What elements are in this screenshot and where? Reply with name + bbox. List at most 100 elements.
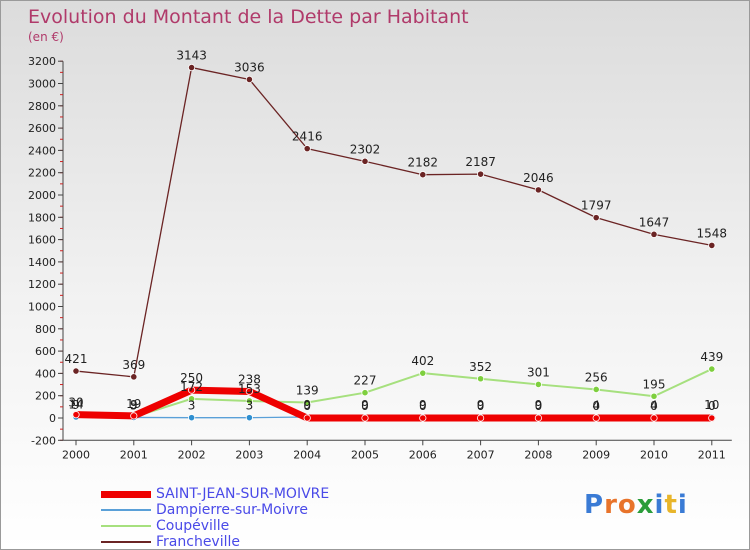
y-tick-label: 200 [35, 390, 56, 403]
x-tick-label: 2002 [178, 448, 206, 461]
data-label: 9 [130, 398, 138, 412]
data-point [708, 414, 716, 422]
data-label: 153 [238, 382, 261, 396]
data-point [361, 157, 369, 165]
data-label: 9 [477, 398, 485, 412]
data-point [534, 414, 543, 422]
data-point [72, 367, 80, 375]
x-tick-label: 2004 [293, 448, 321, 461]
data-label: 195 [643, 377, 666, 391]
data-label: 2416 [292, 130, 323, 144]
logo-letter: i [677, 490, 688, 520]
data-label: 3 [246, 399, 254, 413]
data-label: 0 [361, 399, 369, 413]
axes: -200020040060080010001200140016001800200… [28, 55, 732, 461]
x-tick-label: 2005 [351, 448, 379, 461]
data-label: 2182 [408, 156, 439, 170]
series-coup-ville [72, 365, 716, 421]
data-label: 238 [238, 372, 261, 386]
data-point [303, 414, 311, 422]
legend-label: Coupéville [156, 518, 230, 534]
data-label: 439 [700, 350, 723, 364]
logo-letter: P [584, 490, 605, 520]
data-point [303, 398, 311, 407]
data-label: 0 [477, 399, 485, 413]
series-line [72, 386, 716, 422]
legend-label: SAINT-JEAN-SUR-MOIVRE [156, 486, 330, 502]
data-point [650, 392, 658, 400]
legend-swatch [101, 525, 151, 527]
x-tick-label: 2009 [582, 448, 610, 461]
data-label: 14 [68, 397, 83, 411]
legend-swatch [101, 541, 151, 543]
data-point [592, 414, 600, 422]
logo-letter: t [664, 490, 678, 520]
data-label: 3036 [234, 60, 265, 74]
y-tick-label: 400 [35, 367, 56, 380]
data-label: 9 [535, 398, 543, 412]
y-tick-label: 3000 [28, 78, 56, 91]
data-label: 172 [180, 380, 203, 394]
data-label: 0 [419, 399, 427, 413]
series-layer [72, 63, 716, 422]
data-point [419, 414, 427, 422]
data-label: 30 [68, 396, 83, 410]
logo-letter: i [654, 490, 665, 520]
y-tick-label: 2400 [28, 144, 56, 157]
data-point [534, 186, 543, 194]
data-point [245, 387, 253, 396]
data-label: 0 [535, 399, 543, 413]
data-label: 10 [704, 398, 719, 412]
data-label: 301 [527, 365, 550, 379]
data-point [708, 365, 716, 373]
data-label: 2302 [350, 142, 381, 156]
data-label: 256 [585, 370, 608, 384]
chart-title: Evolution du Montant de la Dette par Hab… [28, 6, 469, 28]
series-saint-jean-sur-moivre [72, 386, 716, 422]
legend-swatch [101, 490, 151, 498]
data-point [361, 414, 369, 422]
data-point [188, 414, 196, 422]
data-label: 2046 [523, 171, 554, 185]
data-point [130, 412, 138, 420]
data-label: 3143 [176, 49, 207, 63]
data-label: 4 [650, 399, 658, 413]
data-point [130, 373, 138, 381]
y-tick-label: -200 [31, 434, 56, 447]
x-tick-label: 2006 [409, 448, 437, 461]
logo-letter: x [636, 490, 655, 520]
series-francheville [72, 63, 716, 381]
data-point [303, 145, 311, 153]
x-tick-label: 2011 [698, 448, 726, 461]
legend-swatch [101, 509, 151, 511]
series-line [75, 66, 713, 378]
data-label: 0 [650, 399, 658, 413]
x-tick-label: 2008 [524, 448, 552, 461]
y-tick-label: 800 [35, 323, 56, 336]
logo-letter: o [617, 490, 637, 520]
y-tick-label: 1400 [28, 256, 56, 269]
legend-label: Francheville [156, 534, 240, 550]
data-point [188, 63, 196, 72]
y-tick-label: 2800 [28, 100, 56, 113]
data-point [245, 397, 253, 405]
data-label: 4 [592, 399, 600, 413]
y-tick-label: 1800 [28, 211, 56, 224]
data-point [72, 411, 80, 419]
data-label: 1647 [639, 215, 670, 229]
data-label: 352 [469, 360, 492, 374]
data-point [361, 389, 369, 397]
proxiti-logo: Proxiti [584, 490, 688, 520]
data-label: 421 [65, 352, 88, 366]
data-label: 1797 [581, 199, 612, 213]
data-point [592, 385, 600, 394]
data-label: 402 [411, 354, 434, 368]
data-label: 9 [419, 398, 427, 412]
y-tick-label: 3200 [28, 55, 56, 68]
x-tick-label: 2007 [467, 448, 495, 461]
data-point [592, 214, 600, 222]
data-point [188, 386, 196, 394]
data-point [534, 380, 543, 389]
data-point [476, 414, 485, 422]
